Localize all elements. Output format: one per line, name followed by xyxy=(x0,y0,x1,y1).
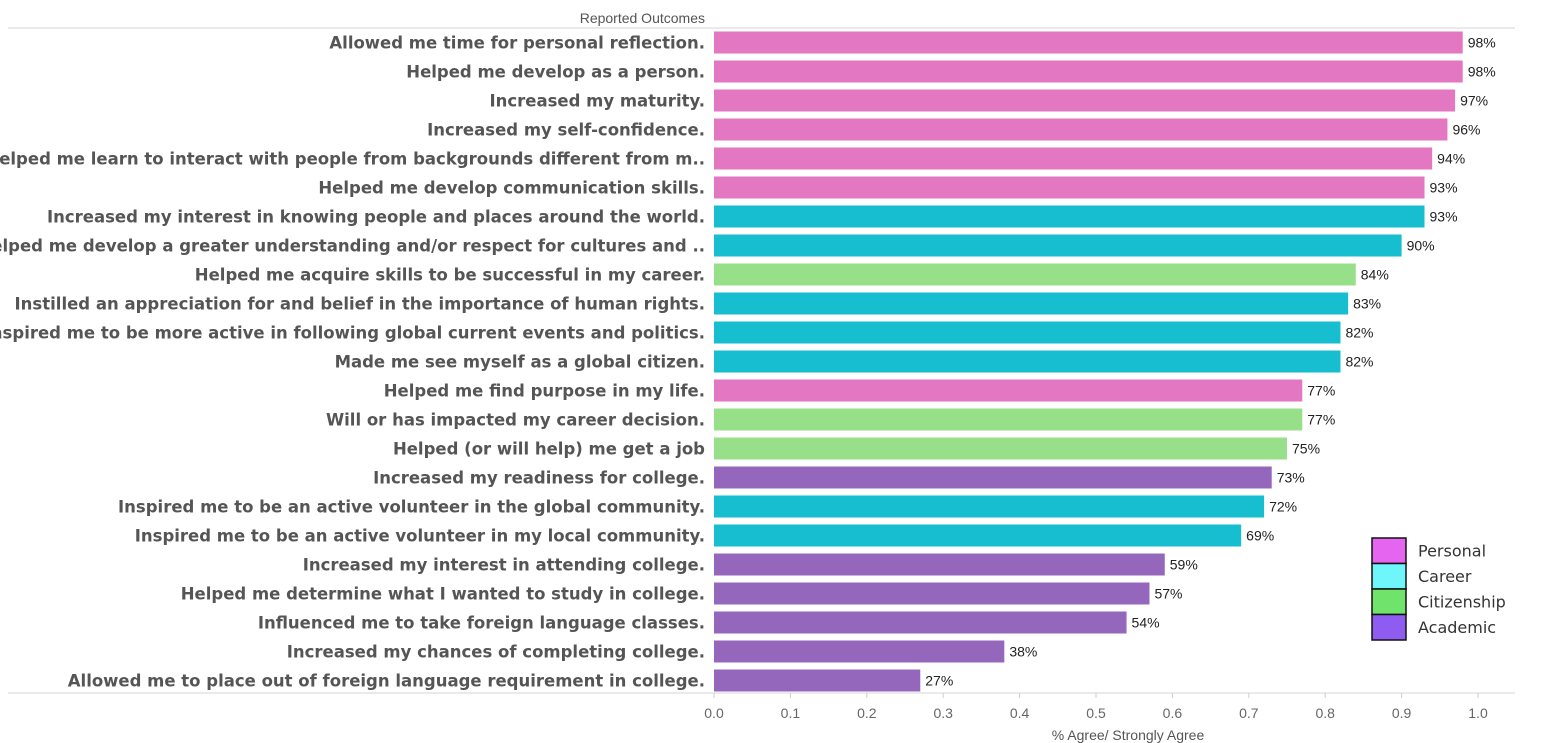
value-label: 72% xyxy=(1269,499,1297,515)
tick-label: 0.6 xyxy=(1163,705,1183,721)
bar xyxy=(714,292,1349,315)
bar xyxy=(714,582,1150,605)
category-label: Helped me determine what I wanted to stu… xyxy=(181,585,705,604)
tick-label: 0.2 xyxy=(857,705,877,721)
legend-swatch xyxy=(1371,613,1407,641)
value-label: 98% xyxy=(1468,35,1496,51)
tick-label: 0.7 xyxy=(1239,705,1259,721)
bar xyxy=(714,669,921,692)
value-label: 93% xyxy=(1430,180,1458,196)
category-label: Increased my self-confidence. xyxy=(427,121,705,140)
category-label: Instilled an appreciation for and belief… xyxy=(15,295,705,314)
header-label: Reported Outcomes xyxy=(580,10,705,26)
bar xyxy=(714,524,1242,547)
bars xyxy=(714,31,1463,692)
bar xyxy=(714,60,1463,83)
category-label: Helped me develop a greater understandin… xyxy=(0,237,705,256)
bar xyxy=(714,408,1303,431)
value-label: 83% xyxy=(1353,296,1381,312)
bar xyxy=(714,437,1287,460)
bar xyxy=(714,118,1448,141)
bar xyxy=(714,31,1463,54)
value-label: 57% xyxy=(1154,586,1182,602)
category-label: Helped me learn to interact with people … xyxy=(0,150,705,169)
tick-label: 0.1 xyxy=(781,705,801,721)
value-label: 38% xyxy=(1009,644,1037,660)
bar xyxy=(714,234,1402,257)
value-label: 27% xyxy=(925,673,953,689)
tick-label: 0.0 xyxy=(704,705,724,721)
value-label: 96% xyxy=(1452,122,1480,138)
legend-label: Personal xyxy=(1418,542,1486,561)
category-label: Made me see myself as a global citizen. xyxy=(335,353,705,372)
value-label: 77% xyxy=(1307,383,1335,399)
bar xyxy=(714,263,1356,286)
bar xyxy=(714,640,1005,663)
value-label: 77% xyxy=(1307,412,1335,428)
tick-label: 0.4 xyxy=(1010,705,1030,721)
legend-label: Academic xyxy=(1418,618,1496,637)
value-label: 82% xyxy=(1345,325,1373,341)
bar xyxy=(714,321,1341,344)
value-label: 93% xyxy=(1430,209,1458,225)
tick-label: 0.8 xyxy=(1315,705,1335,721)
value-label: 59% xyxy=(1170,557,1198,573)
value-label: 94% xyxy=(1437,151,1465,167)
category-label: Helped me develop communication skills. xyxy=(318,179,705,198)
legend-swatch xyxy=(1371,562,1407,590)
value-label: 73% xyxy=(1277,470,1305,486)
bar xyxy=(714,205,1425,228)
category-label: Influenced me to take foreign language c… xyxy=(258,614,705,633)
category-label: Increased my chances of completing colle… xyxy=(287,643,705,662)
category-label: Allowed me to place out of foreign langu… xyxy=(68,672,705,691)
bar xyxy=(714,176,1425,199)
category-label: Increased my maturity. xyxy=(489,92,705,111)
category-label: Inspired me to be more active in followi… xyxy=(0,324,705,343)
category-label: Will or has impacted my career decision. xyxy=(326,411,705,430)
value-label: 97% xyxy=(1460,93,1488,109)
tick-label: 1.0 xyxy=(1468,705,1488,721)
bar xyxy=(714,611,1127,634)
tick-label: 0.5 xyxy=(1086,705,1106,721)
category-label: Increased my readiness for college. xyxy=(373,469,705,488)
category-labels: Allowed me time for personal reflection.… xyxy=(0,34,705,691)
category-label: Inspired me to be an active volunteer in… xyxy=(135,527,705,546)
category-label: Helped me develop as a person. xyxy=(406,63,705,82)
tick-label: 0.9 xyxy=(1392,705,1412,721)
x-axis-title: % Agree/ Strongly Agree xyxy=(1052,727,1205,743)
value-label: 90% xyxy=(1407,238,1435,254)
value-label: 84% xyxy=(1361,267,1389,283)
value-label: 75% xyxy=(1292,441,1320,457)
value-labels: 98% 98% 97% 96% 94% 93% 93% 90% 84% 83% 82% 82% 77% 7… xyxy=(925,35,1495,689)
category-label: Increased my interest in knowing people … xyxy=(47,208,705,227)
tick-label: 0.3 xyxy=(933,705,953,721)
category-label: Inspired me to be an active volunteer in… xyxy=(118,498,705,517)
legend: Personal Career Citizenship Academic xyxy=(1371,537,1506,641)
value-label: 69% xyxy=(1246,528,1274,544)
legend-swatch xyxy=(1371,588,1407,616)
bar xyxy=(714,350,1341,373)
bar xyxy=(714,466,1272,489)
category-label: Helped me acquire skills to be successfu… xyxy=(195,266,705,285)
value-label: 82% xyxy=(1345,354,1373,370)
value-label: 98% xyxy=(1468,64,1496,80)
bar xyxy=(714,495,1265,518)
legend-label: Citizenship xyxy=(1418,593,1506,612)
bar xyxy=(714,379,1303,402)
value-label: 54% xyxy=(1132,615,1160,631)
bar xyxy=(714,147,1433,170)
category-label: Increased my interest in attending colle… xyxy=(303,556,705,575)
category-label: Helped (or will help) me get a job xyxy=(393,440,705,459)
bar xyxy=(714,89,1456,112)
legend-swatch xyxy=(1371,537,1407,565)
legend-label: Career xyxy=(1418,567,1472,586)
category-label: Helped me find purpose in my life. xyxy=(384,382,705,401)
bar xyxy=(714,553,1165,576)
category-label: Allowed me time for personal reflection. xyxy=(329,34,705,53)
x-axis-ticks: 0.0 0.1 0.2 0.3 0.4 0.5 0.6 0.7 0.8 0.9 1.0 xyxy=(704,693,1488,721)
